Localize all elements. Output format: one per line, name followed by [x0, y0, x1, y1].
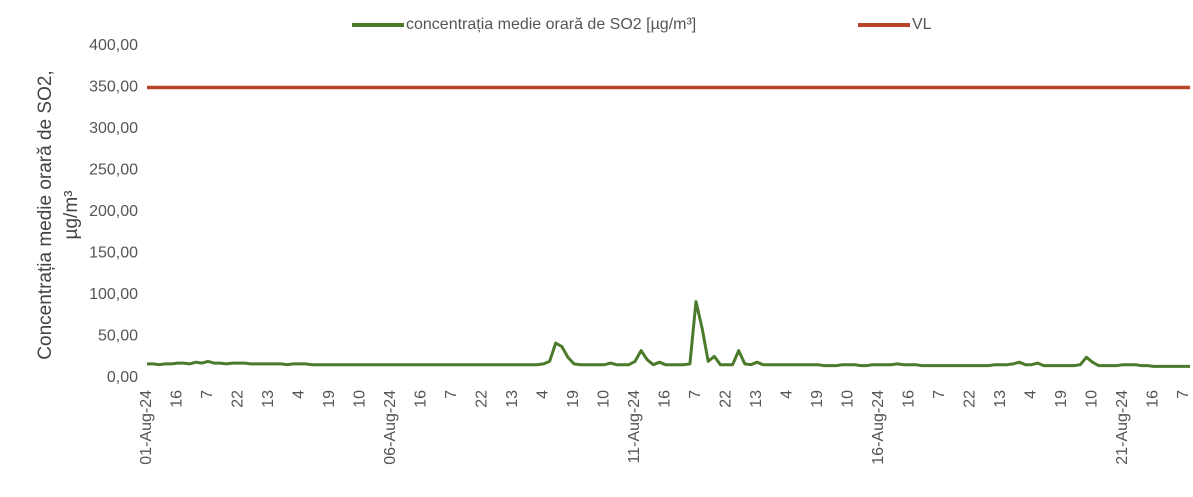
x-tick-label: 19: [321, 390, 338, 408]
x-tick-label: 01-Aug-24: [138, 390, 155, 465]
x-tick-label: 22: [474, 390, 491, 408]
x-tick-label: 10: [596, 390, 613, 408]
x-tick-label: 16: [169, 390, 186, 408]
x-tick-label: 22: [718, 390, 735, 408]
x-tick-label: 7: [1175, 390, 1192, 399]
x-tick-label: 13: [504, 390, 521, 408]
y-tick-label: 400,00: [89, 37, 138, 54]
x-tick-label: 13: [748, 390, 765, 408]
x-tick-label: 16-Aug-24: [870, 390, 887, 465]
y-axis-label: µg/m³: [61, 191, 82, 240]
x-tick-label: 7: [199, 390, 216, 399]
x-tick-label: 19: [565, 390, 582, 408]
y-axis-label: Concentrația medie orară de SO2,: [35, 70, 56, 359]
x-tick-label: 13: [260, 390, 277, 408]
x-tick-label: 10: [352, 390, 369, 408]
x-tick-label: 22: [962, 390, 979, 408]
x-tick-label: 4: [779, 390, 796, 399]
x-tick-label: 16: [657, 390, 674, 408]
x-tick-label: 19: [1053, 390, 1070, 408]
x-tick-label: 7: [931, 390, 948, 399]
x-tick-label: 7: [443, 390, 460, 399]
data-line: [147, 300, 1191, 368]
x-tick-label: 4: [1023, 390, 1040, 399]
y-tick-label: 0,00: [107, 369, 138, 386]
x-tick-label: 11-Aug-24: [626, 390, 643, 464]
y-tick-label: 250,00: [89, 162, 138, 179]
x-tick-label: 7: [687, 390, 704, 399]
x-tick-label: 16: [413, 390, 430, 408]
x-tick-label: 4: [291, 390, 308, 399]
legend-label: concentrația medie orară de SO2 [µg/m³]: [406, 16, 696, 33]
y-tick-label: 300,00: [89, 120, 138, 137]
x-tick-label: 16: [1145, 390, 1162, 408]
x-tick-label: 10: [840, 390, 857, 408]
y-tick-label: 50,00: [98, 328, 138, 345]
y-tick-label: 200,00: [89, 203, 138, 220]
x-tick-label: 19: [809, 390, 826, 408]
y-tick-label: 350,00: [89, 79, 138, 96]
x-tick-label: 06-Aug-24: [382, 390, 399, 465]
x-tick-label: 21-Aug-24: [1114, 390, 1131, 465]
x-tick-label: 22: [230, 390, 247, 408]
legend-label: VL: [912, 16, 932, 33]
x-tick-label: 16: [901, 390, 918, 408]
x-tick-label: 13: [992, 390, 1009, 408]
x-tick-label: 10: [1084, 390, 1101, 408]
y-tick-label: 150,00: [89, 245, 138, 262]
y-tick-label: 100,00: [89, 286, 138, 303]
x-tick-label: 4: [535, 390, 552, 399]
